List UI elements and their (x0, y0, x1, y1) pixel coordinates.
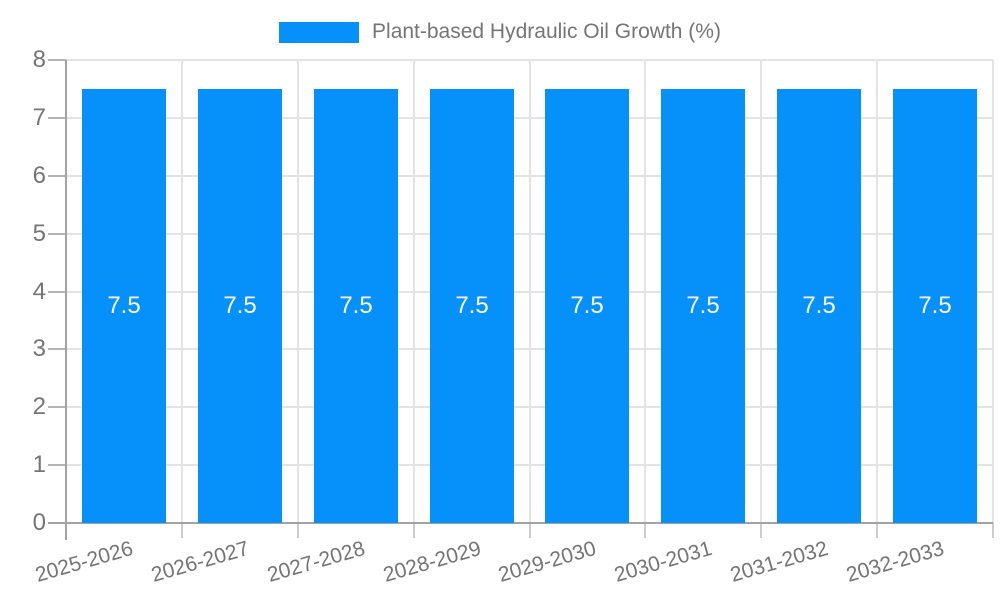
x-tick (181, 523, 183, 538)
x-axis-baseline (48, 522, 993, 524)
bar (82, 89, 166, 523)
x-grid-line (760, 60, 762, 523)
x-grid-line (413, 60, 415, 523)
x-tick (644, 523, 646, 538)
x-tick (992, 523, 994, 538)
x-grid-line (529, 60, 531, 523)
bar-value-label: 7.5 (223, 292, 257, 319)
bar (545, 89, 629, 523)
x-grid-line (876, 60, 878, 523)
y-tick (48, 59, 66, 61)
y-tick-label: 5 (32, 220, 46, 247)
bar-value-label: 7.5 (802, 292, 836, 319)
bar-value-label: 7.5 (570, 292, 604, 319)
y-tick-label: 6 (32, 162, 46, 189)
legend-label: Plant-based Hydraulic Oil Growth (%) (372, 20, 721, 43)
bar (198, 89, 282, 523)
y-tick-label: 8 (32, 46, 46, 73)
x-tick (760, 523, 762, 538)
x-tick (876, 523, 878, 538)
bar-value-label: 7.5 (918, 292, 952, 319)
y-tick (48, 406, 66, 408)
y-tick (48, 233, 66, 235)
bar-value-label: 7.5 (107, 292, 141, 319)
bar (661, 89, 745, 523)
x-tick (413, 523, 415, 538)
y-tick (48, 348, 66, 350)
y-tick-label: 7 (32, 104, 46, 131)
legend-swatch (279, 21, 360, 43)
bar (893, 89, 977, 523)
bar-value-label: 7.5 (455, 292, 489, 319)
y-tick-label: 0 (32, 509, 46, 536)
y-tick (48, 117, 66, 119)
y-axis-line (65, 60, 67, 540)
x-tick (297, 523, 299, 538)
y-tick (48, 291, 66, 293)
x-tick (529, 523, 531, 538)
y-tick (48, 464, 66, 466)
x-grid-line (644, 60, 646, 523)
y-tick-label: 2 (32, 393, 46, 420)
bar (314, 89, 398, 523)
x-grid-line (181, 60, 183, 523)
bar-value-label: 7.5 (339, 292, 373, 319)
x-grid-line (992, 60, 994, 523)
bar (430, 89, 514, 523)
y-tick-label: 4 (32, 278, 46, 305)
bar-value-label: 7.5 (686, 292, 720, 319)
bar (777, 89, 861, 523)
y-tick-label: 1 (32, 451, 46, 478)
y-tick-label: 3 (32, 335, 46, 362)
x-grid-line (297, 60, 299, 523)
y-tick (48, 175, 66, 177)
legend: Plant-based Hydraulic Oil Growth (%) (0, 20, 1000, 43)
